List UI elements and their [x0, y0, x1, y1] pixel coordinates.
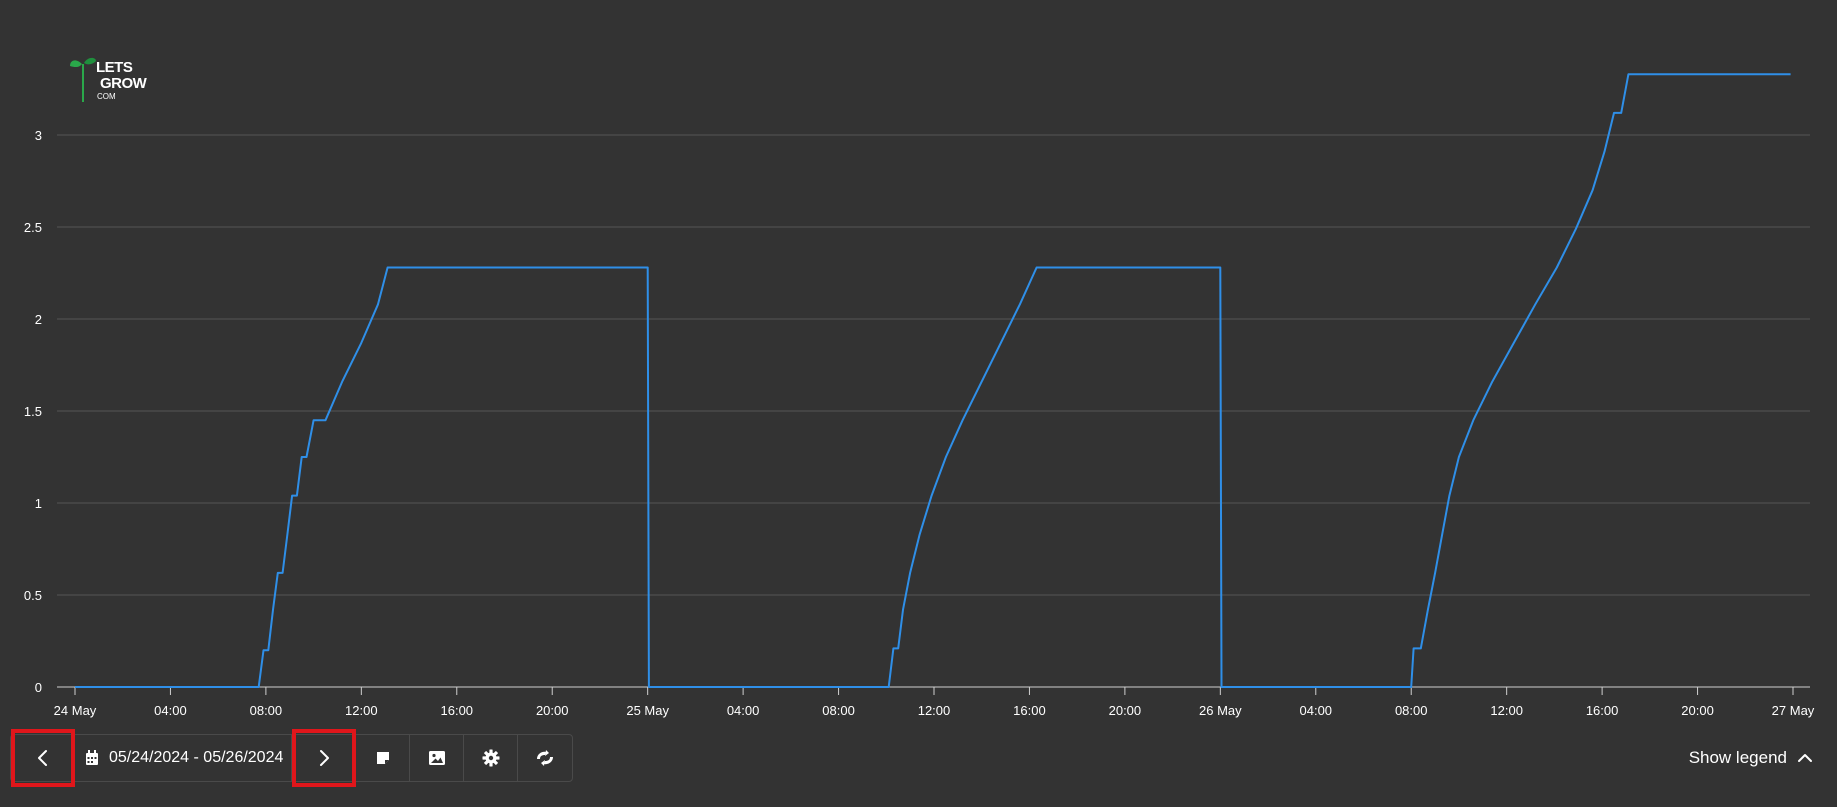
y-tick-label: 2.5 — [24, 220, 42, 235]
logo-text-line3: COM — [97, 92, 116, 101]
calendar-icon — [86, 750, 98, 765]
chevron-right-icon — [320, 750, 330, 766]
image-icon — [428, 751, 445, 765]
logo-text-line2: GROW — [100, 75, 147, 92]
line-chart: 0 0.5 1 1.5 2 2.5 3 24 May 04:00 08:00 12:00 16:00… — [24, 73, 1815, 718]
next-period-button[interactable] — [292, 729, 357, 787]
show-legend-label: Show legend — [1688, 748, 1787, 767]
export-image-button[interactable] — [410, 735, 465, 781]
show-legend-toggle[interactable]: Show legend — [1689, 748, 1813, 768]
y-axis-ticks: 0 0.5 1 1.5 2 2.5 3 — [24, 128, 42, 695]
y-tick-label: 2 — [35, 312, 42, 327]
y-tick-label: 0.5 — [24, 588, 42, 603]
add-note-button[interactable] — [356, 735, 411, 781]
x-tick-label: 20:00 — [1109, 703, 1142, 718]
series-lines — [75, 73, 1791, 688]
x-tick-label: 12:00 — [918, 703, 951, 718]
x-tick-label: 16:00 — [1013, 703, 1046, 718]
chevron-up-icon — [1798, 754, 1812, 762]
y-tick-label: 0 — [35, 680, 42, 695]
gear-icon — [482, 749, 500, 767]
x-tick-label: 20:00 — [1681, 703, 1714, 718]
previous-period-button[interactable] — [11, 729, 75, 787]
x-tick-label: 12:00 — [345, 703, 378, 718]
x-tick-label: 04:00 — [727, 703, 760, 718]
chevron-left-icon — [38, 750, 47, 766]
date-range-text: 05/24/2024 - 05/26/2024 — [109, 749, 284, 766]
grid-lines — [57, 134, 1810, 688]
leaf-logo-icon — [70, 57, 96, 102]
sticky-note-icon — [376, 752, 389, 764]
x-tick-label: 26 May — [1199, 703, 1242, 718]
logo-text-line1: LETS — [96, 59, 133, 76]
series-line — [75, 73, 1791, 688]
x-tick-label: 16:00 — [441, 703, 474, 718]
x-tick-label: 12:00 — [1490, 703, 1523, 718]
chart-compare-icon — [537, 750, 554, 766]
x-tick-label: 08:00 — [1395, 703, 1428, 718]
y-tick-label: 3 — [35, 128, 42, 143]
x-tick-label: 20:00 — [536, 703, 569, 718]
date-range-picker[interactable]: 05/24/2024 - 05/26/2024 — [75, 735, 293, 781]
x-tick-label: 25 May — [626, 703, 669, 718]
letsgrow-logo: LETS GROW COM — [68, 56, 168, 106]
x-tick-label: 04:00 — [1300, 703, 1333, 718]
chart-compare-button[interactable] — [518, 735, 572, 781]
chart-toolbar: 05/24/2024 - 05/26/2024 — [10, 729, 574, 787]
y-tick-label: 1 — [35, 496, 42, 511]
x-tick-label: 04:00 — [154, 703, 187, 718]
x-axis-ticks: 24 May 04:00 08:00 12:00 16:00 20:00 25 May 04:… — [54, 687, 1815, 718]
x-tick-label: 08:00 — [822, 703, 855, 718]
settings-button[interactable] — [464, 735, 519, 781]
y-tick-label: 1.5 — [24, 404, 42, 419]
x-tick-label: 08:00 — [250, 703, 283, 718]
x-tick-label: 24 May — [54, 703, 97, 718]
x-tick-label: 16:00 — [1586, 703, 1619, 718]
x-tick-label: 27 May — [1772, 703, 1815, 718]
